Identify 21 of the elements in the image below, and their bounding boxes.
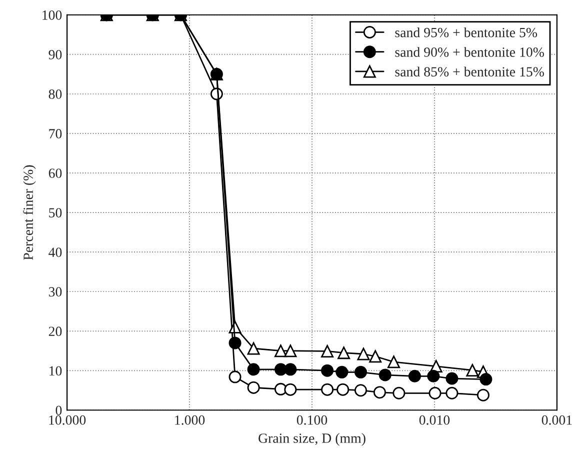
y-tick-label: 90 — [48, 50, 62, 60]
y-tick-label: 20 — [48, 326, 62, 336]
y-tick-label: 0 — [56, 406, 62, 416]
x-tick-label: 0.001 — [542, 415, 572, 425]
y-tick-label: 40 — [48, 248, 62, 257]
legend-label: sand 90% + bentonite 10% — [395, 47, 544, 57]
y-tick-label: 80 — [48, 90, 62, 99]
x-tick-label: 0.010 — [419, 415, 450, 425]
x-tick-label: 1.000 — [175, 415, 205, 425]
y-tick-label: 100 — [42, 10, 62, 20]
legend-label: sand 85% + bentonite 15% — [395, 66, 544, 77]
legend-label: sand 95% + bentonite 5% — [395, 27, 538, 38]
y-tick-label: 50 — [49, 208, 62, 218]
y-tick-label: 30 — [48, 287, 62, 297]
y-tick-label: 10 — [50, 366, 62, 376]
y-tick-label: 60 — [48, 168, 62, 178]
y-axis-title: Percent finer (%) — [23, 165, 36, 260]
x-axis-title: Grain size, D (mm) — [258, 433, 366, 446]
y-tick-label: 70 — [49, 129, 62, 138]
x-tick-label: 10.000 — [49, 415, 86, 425]
x-tick-label: 0.100 — [296, 415, 328, 425]
